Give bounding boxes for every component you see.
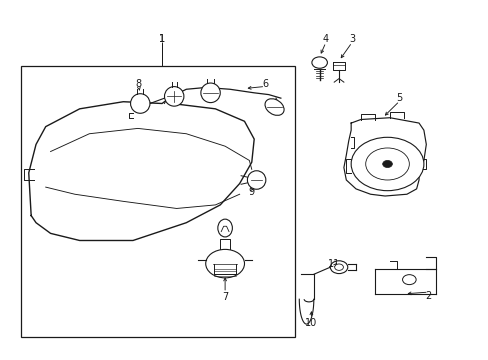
Text: 1: 1	[159, 35, 165, 44]
Circle shape	[350, 137, 423, 191]
Text: 1: 1	[159, 35, 165, 44]
Ellipse shape	[164, 87, 183, 106]
Bar	[21, 66, 295, 337]
Ellipse shape	[247, 171, 265, 189]
Text: 4: 4	[322, 35, 328, 44]
Text: 5: 5	[396, 93, 402, 103]
Ellipse shape	[201, 83, 220, 103]
Circle shape	[329, 261, 347, 274]
Text: 2: 2	[425, 291, 431, 301]
Text: 10: 10	[305, 318, 317, 328]
Text: 8: 8	[136, 79, 142, 89]
Circle shape	[382, 161, 391, 167]
Text: 9: 9	[248, 188, 254, 197]
Text: 11: 11	[327, 258, 340, 269]
Text: 7: 7	[222, 292, 228, 302]
Ellipse shape	[130, 94, 150, 113]
Ellipse shape	[264, 99, 284, 115]
Circle shape	[402, 275, 415, 285]
Text: 3: 3	[348, 35, 354, 44]
Text: 6: 6	[262, 79, 268, 89]
Circle shape	[311, 57, 327, 68]
Ellipse shape	[217, 219, 232, 237]
Circle shape	[334, 264, 343, 270]
Circle shape	[365, 148, 408, 180]
